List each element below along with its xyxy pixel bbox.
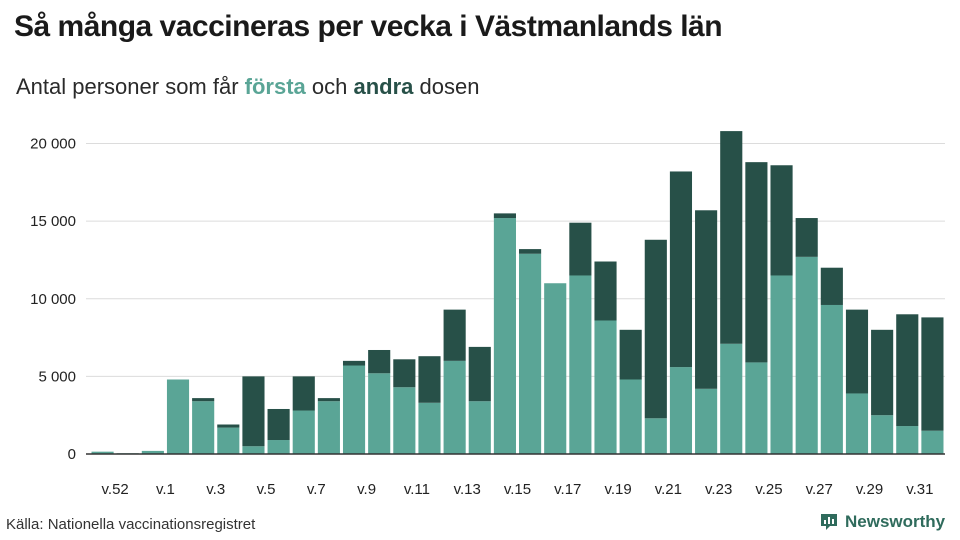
bar-first-dose <box>418 402 441 454</box>
bar-first-dose <box>795 256 818 454</box>
bar-second-dose <box>720 131 743 344</box>
bar-first-dose <box>468 401 491 454</box>
bar-first-dose <box>443 360 466 454</box>
bar-second-dose <box>317 398 340 402</box>
legend-second-dose: andra <box>353 74 414 99</box>
bar-first-dose <box>695 388 718 454</box>
bar-first-dose <box>619 379 642 454</box>
source-note: Källa: Nationella vaccinationsregistret <box>6 516 256 533</box>
brand-logo[interactable]: Newsworthy <box>819 512 945 532</box>
bar-second-dose <box>845 309 869 394</box>
y-tick-label: 10 000 <box>30 291 76 308</box>
bar-second-dose <box>393 359 416 388</box>
bar-second-dose <box>443 309 466 361</box>
bar-first-dose <box>368 373 391 454</box>
bar-second-dose <box>795 218 818 257</box>
bar-second-dose <box>342 360 366 366</box>
bar-first-dose <box>594 320 617 454</box>
x-tick-label: v.7 <box>307 481 326 498</box>
x-tick-label: v.52 <box>102 481 129 498</box>
bar-first-dose <box>393 387 416 454</box>
bar-second-dose <box>619 329 642 380</box>
bar-first-dose <box>644 418 667 454</box>
y-tick-label: 15 000 <box>30 213 76 230</box>
bar-first-dose <box>267 440 290 454</box>
chart-title: Så många vaccineras per vecka i Västmanl… <box>14 10 723 43</box>
x-tick-label: v.1 <box>156 481 175 498</box>
y-tick-label: 20 000 <box>30 136 76 153</box>
subtitle-middle: och <box>305 74 354 99</box>
bar-first-dose <box>921 430 944 454</box>
bar-first-dose <box>669 367 693 454</box>
chart-subtitle: Antal personer som får första och andra … <box>16 74 479 100</box>
x-tick-label: v.15 <box>504 481 531 498</box>
bar-first-dose <box>720 343 743 454</box>
bar-second-dose <box>594 261 617 321</box>
x-tick-label: v.17 <box>554 481 581 498</box>
bar-second-dose <box>896 314 919 427</box>
bar-second-dose <box>468 346 491 402</box>
bar-first-dose <box>745 362 768 454</box>
bar-second-dose <box>519 249 542 254</box>
bar-second-dose <box>770 165 793 276</box>
bar-first-dose <box>569 275 592 454</box>
bar-second-dose <box>820 267 843 305</box>
y-tick-label: 0 <box>68 446 76 463</box>
bar-first-dose <box>141 450 164 454</box>
bar-second-dose <box>217 424 240 428</box>
bar-first-dose <box>166 379 190 454</box>
bar-second-dose <box>921 317 944 431</box>
x-tick-label: v.13 <box>454 481 481 498</box>
bar-first-dose <box>493 218 516 454</box>
bar-first-dose <box>845 393 869 454</box>
bar-second-dose <box>644 239 667 419</box>
bar-second-dose <box>569 222 592 276</box>
x-tick-label: v.9 <box>357 481 376 498</box>
x-tick-label: v.3 <box>206 481 225 498</box>
bar-second-dose <box>267 408 290 441</box>
bar-second-dose <box>242 376 265 447</box>
bar-first-dose <box>292 410 315 454</box>
bar-first-dose <box>192 401 215 454</box>
bar-second-dose <box>418 356 441 403</box>
bar-first-dose <box>770 275 793 454</box>
subtitle-prefix: Antal personer som får <box>16 74 245 99</box>
bar-first-dose <box>871 415 894 454</box>
legend-first-dose: första <box>244 74 306 99</box>
x-tick-label: v.11 <box>404 481 430 498</box>
x-tick-label: v.23 <box>705 481 732 498</box>
y-tick-label: 5 000 <box>38 368 76 385</box>
x-tick-label: v.27 <box>806 481 833 498</box>
bar-second-dose <box>745 162 768 363</box>
x-tick-label: v.19 <box>604 481 631 498</box>
bar-first-dose <box>91 451 114 454</box>
bar-first-dose <box>242 446 265 454</box>
x-tick-label: v.29 <box>856 481 883 498</box>
bar-second-dose <box>192 398 215 402</box>
brand-name: Newsworthy <box>845 512 946 531</box>
x-tick-label: v.21 <box>655 481 682 498</box>
bar-first-dose <box>544 283 567 454</box>
bar-second-dose <box>292 376 315 411</box>
x-tick-label: v.25 <box>755 481 782 498</box>
x-tick-label: v.31 <box>906 481 933 498</box>
bar-first-dose <box>896 426 919 454</box>
bar-first-dose <box>342 365 366 454</box>
bar-first-dose <box>519 253 542 454</box>
bar-second-dose <box>695 210 718 389</box>
bar-first-dose <box>820 304 843 454</box>
bar-first-dose <box>317 401 340 454</box>
subtitle-suffix: dosen <box>413 74 480 99</box>
bar-second-dose <box>871 329 894 416</box>
bar-first-dose <box>217 427 240 454</box>
bar-second-dose <box>493 213 516 219</box>
bar-second-dose <box>368 349 391 374</box>
chart-icon <box>821 514 837 530</box>
x-tick-label: v.5 <box>257 481 276 498</box>
bar-second-dose <box>669 171 693 368</box>
